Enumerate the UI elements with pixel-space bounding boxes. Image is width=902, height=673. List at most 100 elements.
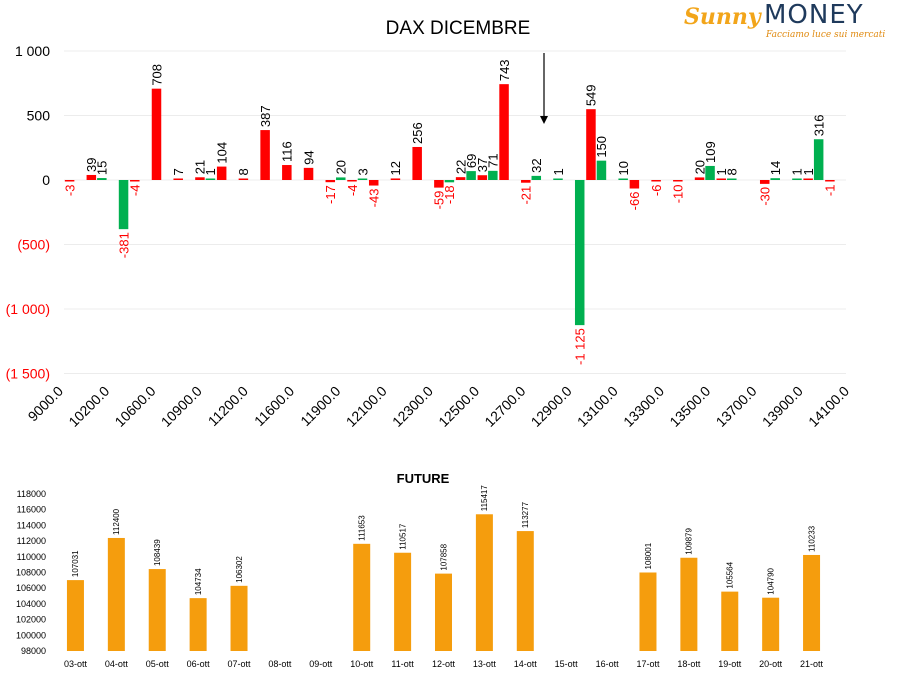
data-label: 1 [714, 168, 729, 175]
future-y-tick-label: 118000 [17, 489, 46, 499]
data-label: 8 [725, 168, 740, 175]
data-label: -1 [823, 185, 838, 197]
annotation-arrow [540, 53, 548, 124]
future-data-label: 110233 [807, 525, 816, 552]
logo-name: MONEY [764, 0, 864, 30]
future-x-tick-label: 05-ott [146, 659, 170, 669]
future-x-tick-label: 03-ott [64, 659, 88, 669]
data-label: 94 [301, 150, 316, 164]
bar [694, 177, 705, 180]
bar [466, 171, 476, 180]
future-title: FUTURE [397, 471, 450, 486]
data-label: 21 [193, 160, 208, 174]
future-y-tick-label: 100000 [16, 630, 46, 640]
bar [553, 178, 563, 180]
future-bar [803, 554, 821, 651]
x-tick-label: 9000.0 [25, 383, 67, 425]
future-bar [762, 597, 780, 651]
data-label: 1 [203, 168, 218, 175]
future-data-labels: 107031 112400 108439 104734 106302 111653 1105… [71, 485, 816, 596]
future-x-tick-label: 16-ott [596, 659, 620, 669]
future-y-tick-label: 104000 [16, 599, 46, 609]
data-label: 22 [453, 160, 468, 174]
bar [368, 180, 379, 186]
future-bar [435, 573, 452, 651]
data-label: -1 125 [573, 328, 588, 365]
x-tick-label: 11900.0 [297, 383, 344, 430]
data-label: 20 [334, 160, 349, 174]
future-bar [394, 552, 412, 651]
data-label: -17 [323, 185, 338, 204]
future-x-tick-label: 04-ott [105, 659, 129, 669]
data-labels: -3 39 -4 708 7 21 104 8 387 116 94 -17 -4 -43 12 256 -59… [62, 59, 837, 365]
future-x-tick-label: 18-ott [677, 659, 701, 669]
future-bar [148, 569, 166, 651]
data-label: -43 [367, 189, 382, 208]
future-x-tick-label: 20-ott [759, 659, 783, 669]
future-bar [66, 580, 84, 651]
bar [336, 177, 346, 180]
sunny-money-logo: Sunny MONEY Facciamo luce sui mercati [684, 0, 894, 42]
bar [651, 180, 661, 182]
bar [792, 178, 802, 180]
x-tick-label: 10900.0 [158, 383, 205, 430]
x-tick-label: 12500.0 [435, 383, 482, 430]
x-tick-label: 14100.0 [805, 383, 852, 430]
future-bar [475, 514, 493, 651]
future-data-label: 107858 [439, 543, 448, 570]
x-axis-tick-labels: 9000.0 10200.0 10600.0 10900.0 11200.0 11600.… [25, 383, 853, 430]
bar [813, 139, 824, 180]
future-y-tick-label: 112000 [17, 536, 46, 546]
bar [596, 160, 607, 180]
x-tick-label: 12300.0 [389, 383, 436, 430]
bar [64, 180, 75, 182]
future-y-tick-label: 114000 [17, 520, 46, 530]
future-y-tick-label: 98000 [21, 646, 46, 656]
data-label: -3 [62, 185, 77, 197]
data-label: -59 [432, 191, 447, 210]
bar [238, 178, 249, 180]
bar [325, 180, 336, 183]
bar [499, 84, 509, 180]
data-label: 69 [464, 154, 479, 168]
bar [282, 165, 292, 180]
bar [444, 180, 455, 183]
bar [412, 146, 422, 180]
future-data-label: 111653 [358, 515, 367, 541]
data-label: 150 [594, 136, 609, 158]
data-label: 109 [703, 141, 718, 163]
bar [618, 178, 628, 180]
x-tick-label: 13300.0 [620, 383, 667, 430]
data-label: 104 [214, 142, 229, 164]
data-label: -66 [627, 192, 642, 211]
bar [825, 180, 835, 182]
future-bar [189, 598, 207, 651]
x-tick-label: 13700.0 [713, 383, 760, 430]
bar [803, 178, 813, 180]
x-tick-label: 11600.0 [251, 383, 298, 430]
future-data-label: 104734 [194, 568, 203, 595]
future-bar [107, 537, 125, 651]
future-data-label: 108001 [644, 542, 653, 569]
data-label: 14 [768, 161, 783, 175]
bar [488, 170, 498, 180]
future-x-tick-label: 15-ott [555, 659, 579, 669]
future-bar [516, 531, 534, 651]
bar [216, 166, 227, 180]
y-tick-label: 1 000 [15, 43, 50, 59]
future-data-label: 115417 [480, 485, 489, 512]
data-label: -6 [649, 185, 664, 197]
future-y-tick-label: 110000 [17, 552, 46, 562]
x-tick-label: 12700.0 [481, 383, 528, 430]
data-label: -18 [442, 185, 457, 204]
y-tick-label: 500 [27, 108, 51, 124]
future-bar [230, 585, 248, 651]
bar [205, 178, 216, 180]
bar [759, 180, 770, 184]
bar [716, 178, 727, 180]
bar [151, 88, 162, 180]
data-label: 12 [388, 161, 403, 175]
x-tick-label: 13100.0 [574, 383, 621, 430]
bar [770, 178, 780, 180]
chart-title: DAX DICEMBRE [386, 18, 531, 39]
